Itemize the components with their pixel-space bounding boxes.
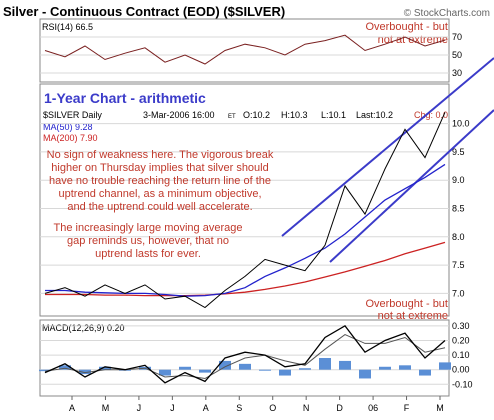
x-tick-label: J <box>137 403 142 413</box>
legend-ma50: MA(50) 9.28 <box>43 122 93 132</box>
price-tick-label: 9.0 <box>452 175 465 185</box>
macd-label: MACD(12,26,9) 0.20 <box>42 323 125 333</box>
x-tick-label: 06 <box>368 403 378 413</box>
comment-line-1: No sign of weakness here. The vigorous b… <box>47 149 274 161</box>
legend-ma200: MA(200) 7.90 <box>43 133 98 143</box>
macd-tick-label: 0.00 <box>452 365 470 375</box>
macd-hist-bar <box>259 369 271 371</box>
price-tick-label: 8.5 <box>452 203 465 213</box>
macd-hist-bar <box>439 362 451 370</box>
x-axis: A M J J A S O N D 06 F M <box>69 396 444 413</box>
quote-high: H:10.3 <box>281 110 308 120</box>
macd-panel <box>39 319 450 397</box>
channel-upper-line <box>281 57 494 237</box>
rsi-overbought-line-1: Overbought - but <box>365 21 448 33</box>
quote-tz: ET <box>228 114 236 120</box>
macd-tick-label: -0.10 <box>452 379 473 389</box>
chart-heading: 1-Year Chart - arithmetic <box>44 90 206 106</box>
macd-hist-bar <box>419 369 431 376</box>
rsi-tick-label: 70 <box>452 32 462 42</box>
macd-hist-bar <box>319 358 331 370</box>
x-tick-label: M <box>436 403 444 413</box>
macd-hist-bar <box>379 366 391 370</box>
ma200-line <box>45 241 446 297</box>
macd-hist-bar <box>79 369 91 375</box>
macd-hist-bar <box>299 368 311 370</box>
macd-tick-label: 0.30 <box>452 321 470 331</box>
price-line <box>44 112 446 309</box>
price-tick-label: 10.0 <box>452 119 470 129</box>
macd-line <box>44 324 446 384</box>
price-tick-label: 8.0 <box>452 232 465 242</box>
x-tick-label: O <box>269 403 276 413</box>
rsi-panel <box>39 18 450 83</box>
commentary: No sign of weakness here. The vigorous b… <box>47 149 274 260</box>
comment-line-5: and the uptrend could well accelerate. <box>67 201 252 213</box>
macd-hist-bar <box>159 369 171 376</box>
price-tick-label: 7.0 <box>452 288 465 298</box>
watermark: © StockCharts.com <box>404 8 490 19</box>
quote-date: 3-Mar-2006 16:00 <box>143 110 215 120</box>
rsi-y-axis: 70 50 30 <box>452 32 462 78</box>
comment-line-2: higher on Thursday implies that silver s… <box>51 162 268 174</box>
macd-hist-bar <box>279 369 291 376</box>
x-tick-label: N <box>303 403 310 413</box>
x-tick-label: S <box>236 403 242 413</box>
macd-tick-label: 0.20 <box>452 335 470 345</box>
rsi-line <box>44 34 446 65</box>
macd-hist-bar <box>239 363 251 370</box>
comment-line-4: uptrend channel, as a minimum objective, <box>59 188 262 200</box>
macd-overbought-line-2: not at extreme <box>378 310 448 322</box>
channel-lower-line <box>329 109 494 263</box>
symbol-label: $SILVER Daily <box>43 110 102 120</box>
rsi-tick-label: 50 <box>452 50 462 60</box>
gap-line-1: The increasingly large moving average <box>54 222 243 234</box>
price-tick-label: 7.5 <box>452 260 465 270</box>
macd-hist-bar <box>339 360 351 370</box>
x-tick-label: A <box>69 403 75 413</box>
x-tick-label: M <box>102 403 110 413</box>
price-y-axis: 10.0 9.5 9.0 8.5 8.0 7.5 7.0 <box>452 119 470 299</box>
ma50-line <box>45 163 446 297</box>
chart-title: Silver - Continuous Contract (EOD) ($SIL… <box>3 4 285 19</box>
x-tick-label: F <box>404 403 410 413</box>
macd-hist-bar <box>199 369 211 373</box>
macd-overbought-line-1: Overbought - but <box>365 298 448 310</box>
macd-signal-line <box>44 334 446 380</box>
quote-low: L:10.1 <box>321 110 346 120</box>
gap-line-2: gap reminds us, however, that no <box>67 235 229 247</box>
macd-tick-label: 0.10 <box>452 350 470 360</box>
price-tick-label: 9.5 <box>452 147 465 157</box>
rsi-grid <box>40 36 449 74</box>
quote-open: O:10.2 <box>243 110 270 120</box>
rsi-tick-label: 30 <box>452 68 462 78</box>
x-tick-label: J <box>170 403 175 413</box>
macd-hist-bar <box>399 365 411 370</box>
macd-hist-bar <box>99 366 111 370</box>
quote-chg: Chg: 0.0 <box>414 110 448 120</box>
x-tick-label: D <box>336 403 343 413</box>
rsi-label: RSI(14) 66.5 <box>42 22 93 32</box>
macd-hist-bar <box>39 369 51 372</box>
macd-hist-bar <box>59 365 71 370</box>
macd-hist-bar <box>219 360 231 370</box>
quote-last: Last:10.2 <box>356 110 393 120</box>
macd-y-axis: 0.30 0.20 0.10 0.00 -0.10 <box>452 321 473 389</box>
x-tick-label: A <box>203 403 209 413</box>
macd-hist-bar <box>179 366 191 370</box>
macd-hist-bar <box>359 369 371 379</box>
comment-line-3: have no trouble reaching the return line… <box>49 175 271 187</box>
gap-line-3: uptrend lasts for ever. <box>95 248 201 260</box>
